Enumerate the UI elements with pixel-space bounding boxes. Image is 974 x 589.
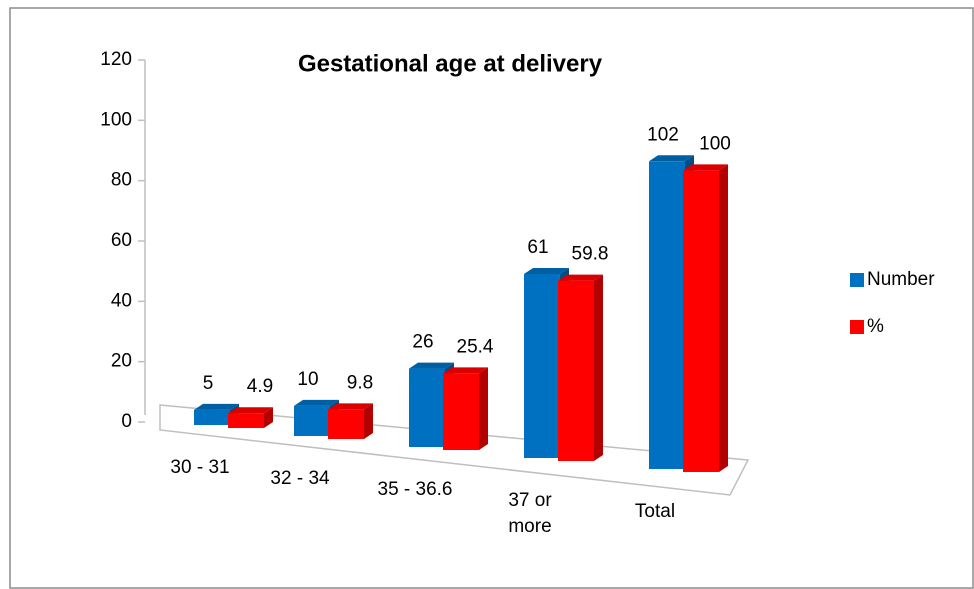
bar-front xyxy=(649,161,685,470)
bar-side xyxy=(719,164,728,473)
data-label: 4.9 xyxy=(247,376,273,397)
bar-top xyxy=(524,267,569,274)
bar xyxy=(649,155,694,470)
legend-label: % xyxy=(867,316,884,337)
y-tick-label: 20 xyxy=(111,351,132,372)
y-tick-label: 0 xyxy=(121,411,132,432)
legend-swatch xyxy=(850,273,864,287)
bar xyxy=(328,403,373,439)
data-label: 5 xyxy=(203,373,214,394)
data-label: 61 xyxy=(527,237,548,258)
data-label: 26 xyxy=(412,332,433,353)
bar xyxy=(558,274,603,461)
y-tick-label: 40 xyxy=(111,290,132,311)
data-label: 59.8 xyxy=(572,244,609,265)
bar-top xyxy=(443,367,488,374)
legend-swatch xyxy=(850,320,864,334)
data-label: 102 xyxy=(647,124,679,145)
bar-front xyxy=(558,280,594,461)
chart-title: Gestational age at delivery xyxy=(298,50,603,77)
bar xyxy=(683,164,728,473)
data-label: 100 xyxy=(699,133,731,154)
x-tick-label: 32 - 34 xyxy=(270,468,330,489)
bar-front xyxy=(194,409,230,425)
chart-border xyxy=(9,7,974,589)
bar-side xyxy=(479,367,488,450)
bar-top xyxy=(228,407,273,414)
x-tick-label: 30 - 31 xyxy=(170,457,230,478)
bar-top xyxy=(558,274,603,281)
bar-front xyxy=(443,373,479,450)
data-label: 25.4 xyxy=(457,336,494,357)
y-tick-label: 100 xyxy=(100,109,132,130)
bar-top xyxy=(194,403,239,410)
bar-top xyxy=(294,399,339,406)
bar-side xyxy=(364,403,373,439)
bar-front xyxy=(683,170,719,473)
bar xyxy=(443,367,488,450)
x-tick-label: 37 or more xyxy=(508,490,552,537)
bar-top xyxy=(409,362,454,369)
bar-top xyxy=(328,403,373,410)
bar-front xyxy=(228,413,264,428)
bar-front xyxy=(328,409,364,439)
bar-front xyxy=(294,405,330,436)
y-tick-label: 120 xyxy=(100,49,132,70)
y-tick-label: 80 xyxy=(111,170,132,191)
bar xyxy=(228,407,273,428)
x-tick-label: Total xyxy=(634,501,676,522)
bar-top xyxy=(683,164,728,171)
bar-top xyxy=(649,155,694,162)
y-tick-label: 60 xyxy=(111,230,132,251)
x-tick-label: 35 - 36.6 xyxy=(377,479,453,500)
data-label: 10 xyxy=(297,369,318,390)
bar-front xyxy=(524,273,560,458)
bar-front xyxy=(409,368,445,447)
bar-side xyxy=(264,407,273,428)
legend-label: Number xyxy=(867,269,935,290)
bar-side xyxy=(594,274,603,461)
data-label: 9.8 xyxy=(347,372,373,393)
